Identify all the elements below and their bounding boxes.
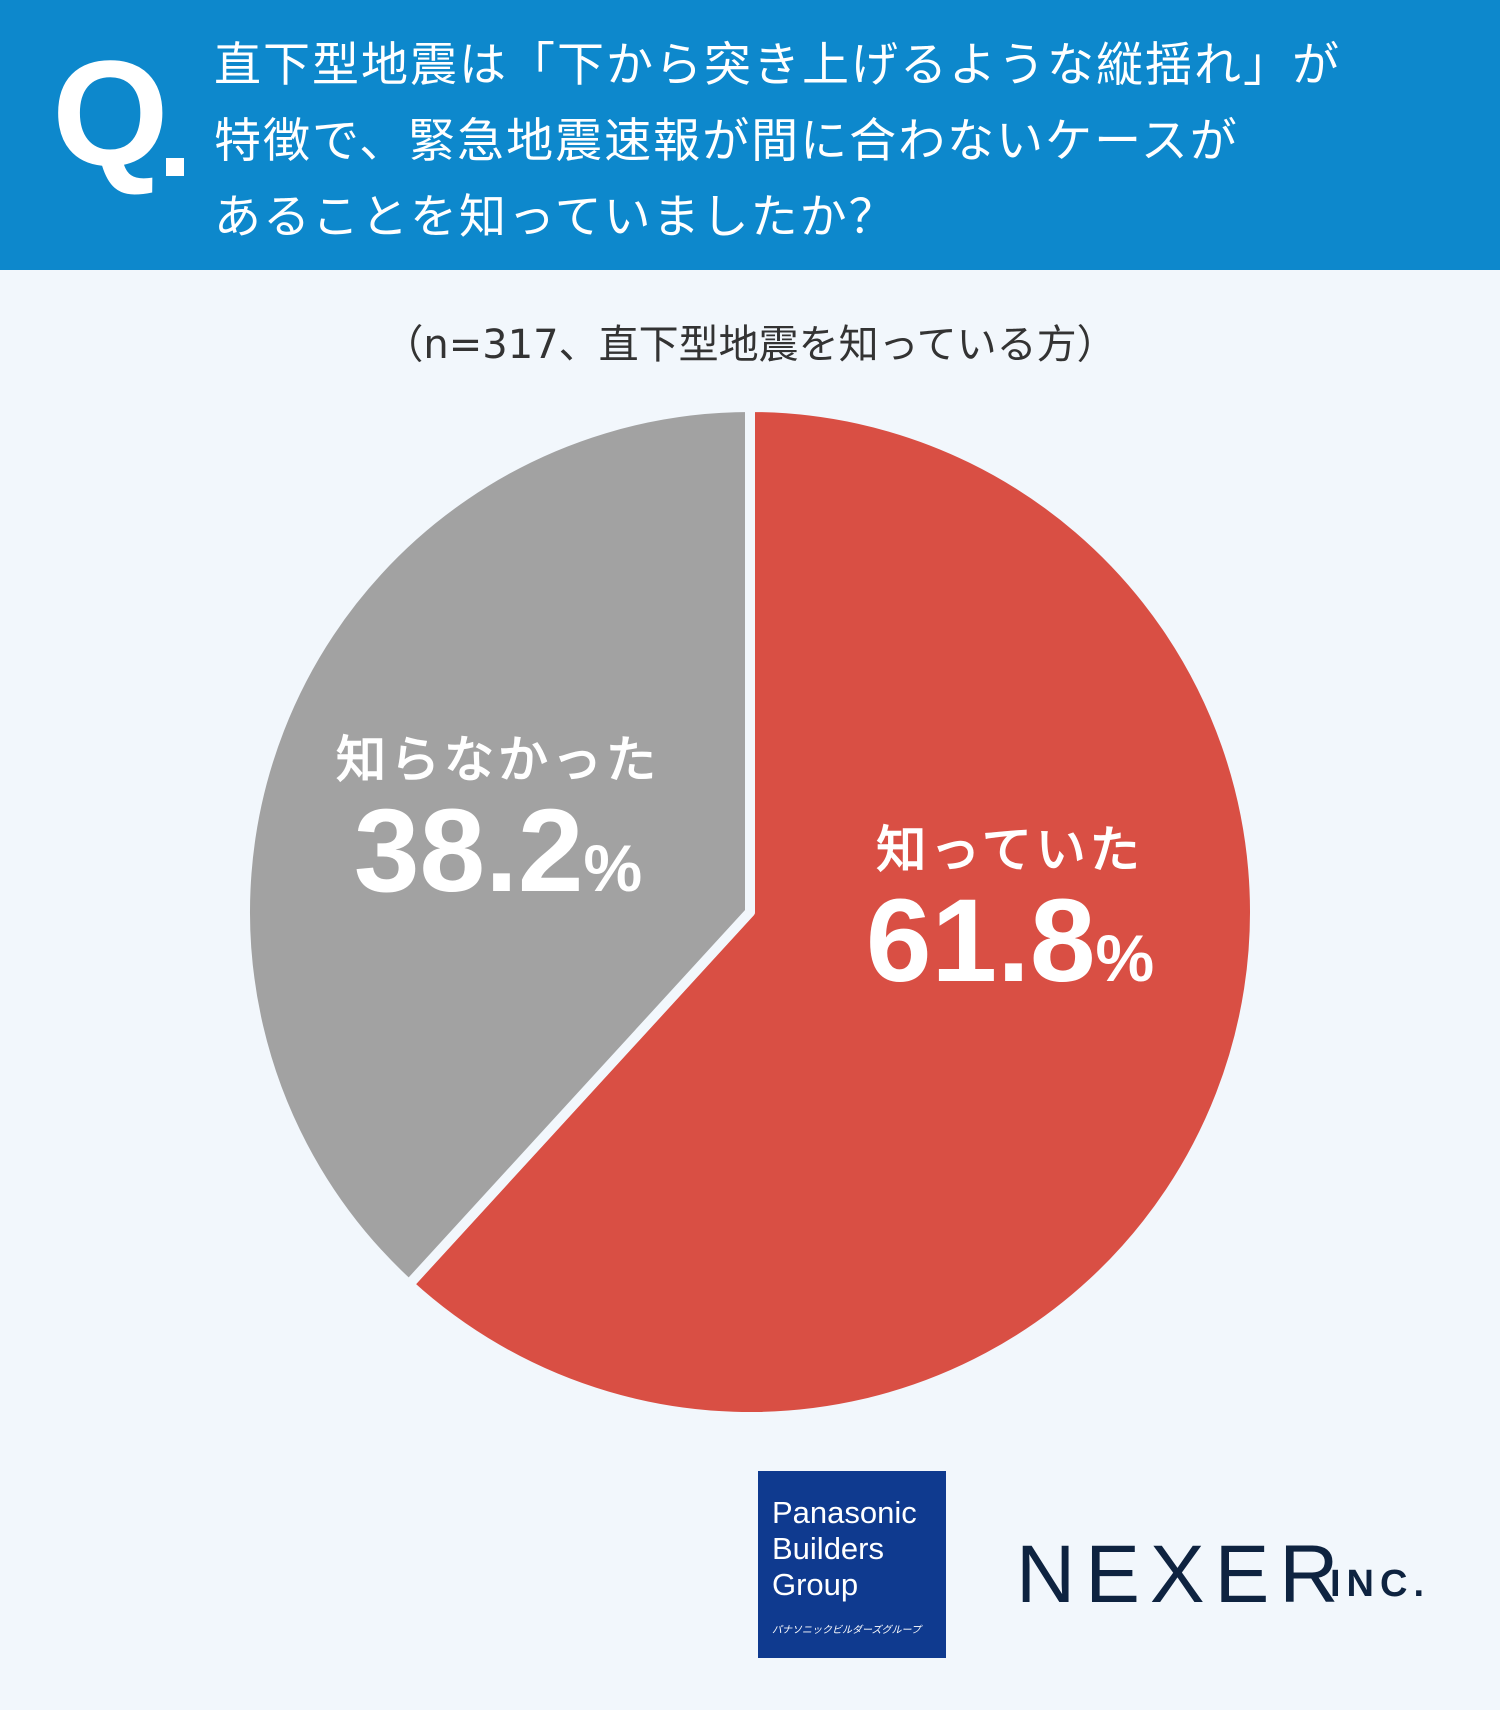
logo-text: Group <box>772 1567 859 1602</box>
percent-label: 38.2% <box>336 792 660 927</box>
q-mark: Q <box>52 29 169 197</box>
category-label: 知らなかった <box>336 731 660 789</box>
sample-note: （n=317、直下型地震を知っている方） <box>383 322 1117 368</box>
title-line: 特徴で、緊急地震速報が間に合わないケースが <box>214 114 1239 169</box>
question-header: Q 直下型地震は「下から突き上げるような縦揺れ」が 特徴で、緊急地震速報が間に合… <box>0 0 1500 270</box>
percent-unit: % <box>1095 921 1155 995</box>
panasonic-builders-logo: Panasonic Builders Group パナソニックビルダーズグループ <box>758 1471 946 1658</box>
nexer-logo: NEXER <box>1016 1529 1349 1620</box>
logo-kana: パナソニックビルダーズグループ <box>772 1625 921 1636</box>
pie-slice-0 <box>403 402 1260 1422</box>
percent-value: 38.2 <box>353 785 584 917</box>
nexer-inc: INC. <box>1330 1563 1430 1605</box>
logo-text: Panasonic <box>772 1495 917 1530</box>
slice-label-aware: 知っていた 61.8% <box>866 810 1154 1017</box>
percent-value: 61.8 <box>865 875 1096 1007</box>
title-line: 直下型地震は「下から突き上げるような縦揺れ」が <box>214 38 1341 93</box>
question-title: 直下型地震は「下から突き上げるような縦揺れ」が 特徴で、緊急地震速報が間に合わな… <box>214 28 1474 256</box>
category-label: 知っていた <box>876 821 1144 879</box>
title-line: あることを知っていましたか？ <box>214 190 898 245</box>
slice-label-unaware: 知らなかった 38.2% <box>336 720 660 927</box>
percent-label: 61.8% <box>866 882 1154 1017</box>
percent-unit: % <box>583 831 643 905</box>
q-dot <box>166 158 184 176</box>
pie-slice-1 <box>240 402 755 1290</box>
logo-text: Builders <box>772 1531 884 1566</box>
